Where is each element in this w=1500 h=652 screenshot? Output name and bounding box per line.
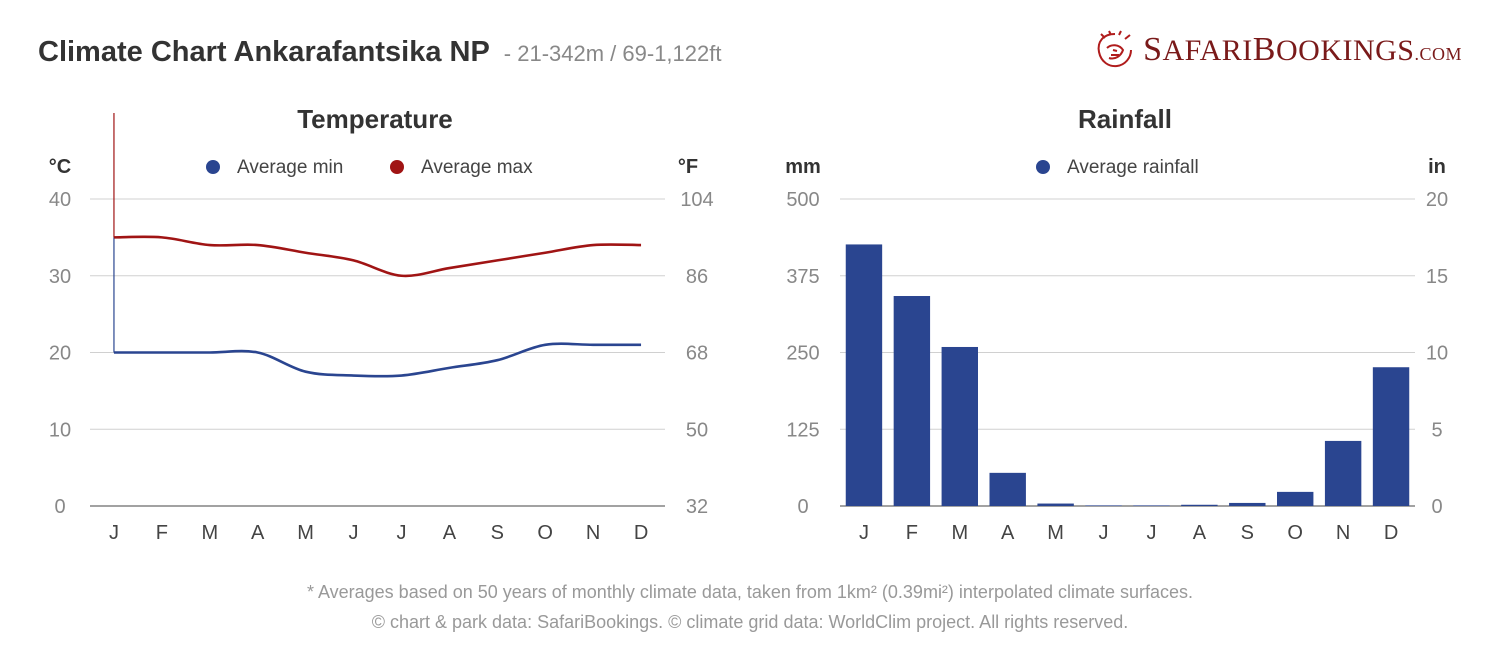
rainfall-right-tick: 20 xyxy=(1426,189,1448,211)
temperature-month-label: A xyxy=(443,522,457,544)
temperature-month-label: M xyxy=(297,522,314,544)
temperature-month-label: M xyxy=(201,522,218,544)
rainfall-bar xyxy=(941,346,978,506)
temperature-left-tick: 10 xyxy=(49,419,71,441)
rainfall-bar xyxy=(1324,440,1362,506)
logo-text: SAFARIBOOKINGS.COM xyxy=(1143,31,1462,68)
rainfall-month-label: O xyxy=(1287,522,1303,544)
temperature-month-label: S xyxy=(491,522,504,544)
rainfall-bar xyxy=(1085,505,1122,506)
rainfall-right-unit: in xyxy=(1428,156,1446,178)
rainfall-month-label: S xyxy=(1241,522,1254,544)
rainfall-bar xyxy=(1133,505,1170,506)
page-title: Climate Chart Ankarafantsika NP xyxy=(38,36,490,68)
series-line-average-max xyxy=(113,235,642,278)
rainfall-bar xyxy=(1277,491,1314,506)
rainfall-bar xyxy=(989,472,1026,506)
rainfall-title: Rainfall xyxy=(1078,104,1172,134)
temperature-month-label: J xyxy=(349,522,359,544)
temperature-left-tick: 0 xyxy=(54,496,65,518)
legend-label-rainfall: Average rainfall xyxy=(1067,157,1199,178)
rainfall-chart: Rainfall mm in Average rainfall 0 0 125 5 25… xyxy=(785,104,1448,544)
rainfall-left-tick: 125 xyxy=(786,419,819,441)
temperature-right-unit: °F xyxy=(678,156,698,178)
footnote-methodology: * Averages based on 50 years of monthly … xyxy=(306,582,1194,602)
temperature-month-label: J xyxy=(109,522,119,544)
lion-icon xyxy=(1097,30,1133,68)
temperature-title: Temperature xyxy=(297,104,453,134)
rainfall-month-label: D xyxy=(1384,522,1398,544)
temperature-month-label: O xyxy=(537,522,553,544)
rainfall-series xyxy=(845,244,1410,506)
rainfall-right-tick: 15 xyxy=(1426,266,1448,288)
temperature-month-label: J xyxy=(396,522,406,544)
rainfall-month-label: F xyxy=(906,522,918,544)
rainfall-bar xyxy=(1037,503,1074,506)
temperature-right-tick: 86 xyxy=(686,266,708,288)
temperature-month-label: D xyxy=(634,522,648,544)
rainfall-axis: 0 0 125 5 250 10 375 15 500 20 J F M A M J J A S O N D xyxy=(786,189,1448,544)
rainfall-bar xyxy=(845,244,883,506)
rainfall-left-unit: mm xyxy=(785,156,821,178)
legend-marker-rainfall xyxy=(1036,160,1050,174)
temperature-left-tick: 30 xyxy=(49,266,71,288)
rainfall-legend: Average rainfall xyxy=(1036,157,1199,178)
rainfall-grid xyxy=(840,198,1415,507)
legend-marker-max xyxy=(390,160,404,174)
rainfall-month-label: N xyxy=(1336,522,1350,544)
temperature-right-tick: 50 xyxy=(686,419,708,441)
rainfall-right-tick: 0 xyxy=(1431,496,1442,518)
rainfall-bar xyxy=(1372,367,1410,506)
temperature-axis: 0 32 10 50 20 68 30 86 40 104 J F M A M J J A S O N D xyxy=(49,189,714,544)
rainfall-bar xyxy=(1181,504,1218,506)
temperature-left-tick: 40 xyxy=(49,189,71,211)
rainfall-month-label: J xyxy=(1099,522,1109,544)
elevation-subtitle: - 21-342m / 69-1,122ft xyxy=(503,41,722,66)
chart-header: Climate Chart Ankarafantsika NP - 21-342… xyxy=(38,36,721,69)
rainfall-left-tick: 0 xyxy=(797,496,808,518)
temperature-month-label: F xyxy=(156,522,168,544)
rainfall-left-tick: 500 xyxy=(786,189,819,211)
rainfall-bar xyxy=(1229,502,1266,506)
legend-label-max: Average max xyxy=(421,157,533,178)
footnote-credits: © chart & park data: SafariBookings. © c… xyxy=(371,612,1129,632)
temperature-series xyxy=(113,113,642,378)
legend-label-min: Average min xyxy=(237,157,343,178)
rainfall-month-label: A xyxy=(1001,522,1015,544)
temperature-month-label: A xyxy=(251,522,265,544)
temperature-legend: Average min Average max xyxy=(206,157,533,178)
temperature-right-tick: 104 xyxy=(680,189,713,211)
rainfall-left-tick: 250 xyxy=(786,343,819,365)
temperature-left-tick: 20 xyxy=(49,343,71,365)
series-line-average-min xyxy=(113,342,642,378)
temperature-right-tick: 32 xyxy=(686,496,708,518)
rainfall-right-tick: 5 xyxy=(1431,419,1442,441)
safaribookings-logo[interactable]: SAFARIBOOKINGS.COM xyxy=(1093,30,1462,70)
rainfall-right-tick: 10 xyxy=(1426,343,1448,365)
temperature-left-unit: °C xyxy=(49,156,71,178)
rainfall-month-label: M xyxy=(951,522,968,544)
rainfall-bar xyxy=(893,296,931,506)
temperature-month-label: N xyxy=(586,522,600,544)
temperature-chart: Temperature °C °F Average min Average ma… xyxy=(49,104,714,544)
rainfall-month-label: J xyxy=(859,522,869,544)
rainfall-left-tick: 375 xyxy=(786,266,819,288)
rainfall-month-label: M xyxy=(1047,522,1064,544)
temperature-right-tick: 68 xyxy=(686,343,708,365)
rainfall-month-label: J xyxy=(1146,522,1156,544)
rainfall-month-label: A xyxy=(1193,522,1207,544)
legend-marker-min xyxy=(206,160,220,174)
